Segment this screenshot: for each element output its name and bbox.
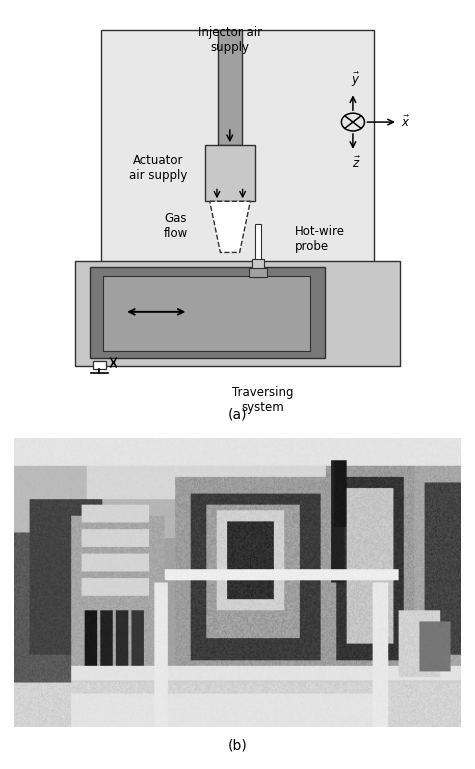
Text: Hot-wire
probe: Hot-wire probe bbox=[295, 225, 345, 253]
Text: (b): (b) bbox=[228, 739, 247, 753]
Bar bbox=[103, 275, 310, 351]
Text: Actuator
air supply: Actuator air supply bbox=[129, 155, 188, 182]
Text: $\vec{z}$: $\vec{z}$ bbox=[352, 156, 361, 171]
Bar bbox=[90, 268, 325, 358]
Bar bbox=[249, 268, 267, 277]
Bar bbox=[206, 145, 255, 201]
Text: $\vec{y}$: $\vec{y}$ bbox=[351, 71, 360, 89]
Bar bbox=[253, 259, 264, 277]
Bar bbox=[93, 361, 106, 369]
Text: (a): (a) bbox=[228, 408, 247, 421]
Text: Gas
flow: Gas flow bbox=[163, 212, 188, 240]
Bar bbox=[256, 225, 261, 277]
Bar bbox=[218, 30, 242, 145]
Text: $\vec{x}$: $\vec{x}$ bbox=[401, 115, 410, 130]
Bar bbox=[75, 261, 400, 366]
Polygon shape bbox=[210, 201, 250, 252]
Bar bbox=[101, 30, 374, 277]
Text: Traversing
system: Traversing system bbox=[232, 386, 294, 414]
Text: Injector air
supply: Injector air supply bbox=[198, 26, 262, 55]
